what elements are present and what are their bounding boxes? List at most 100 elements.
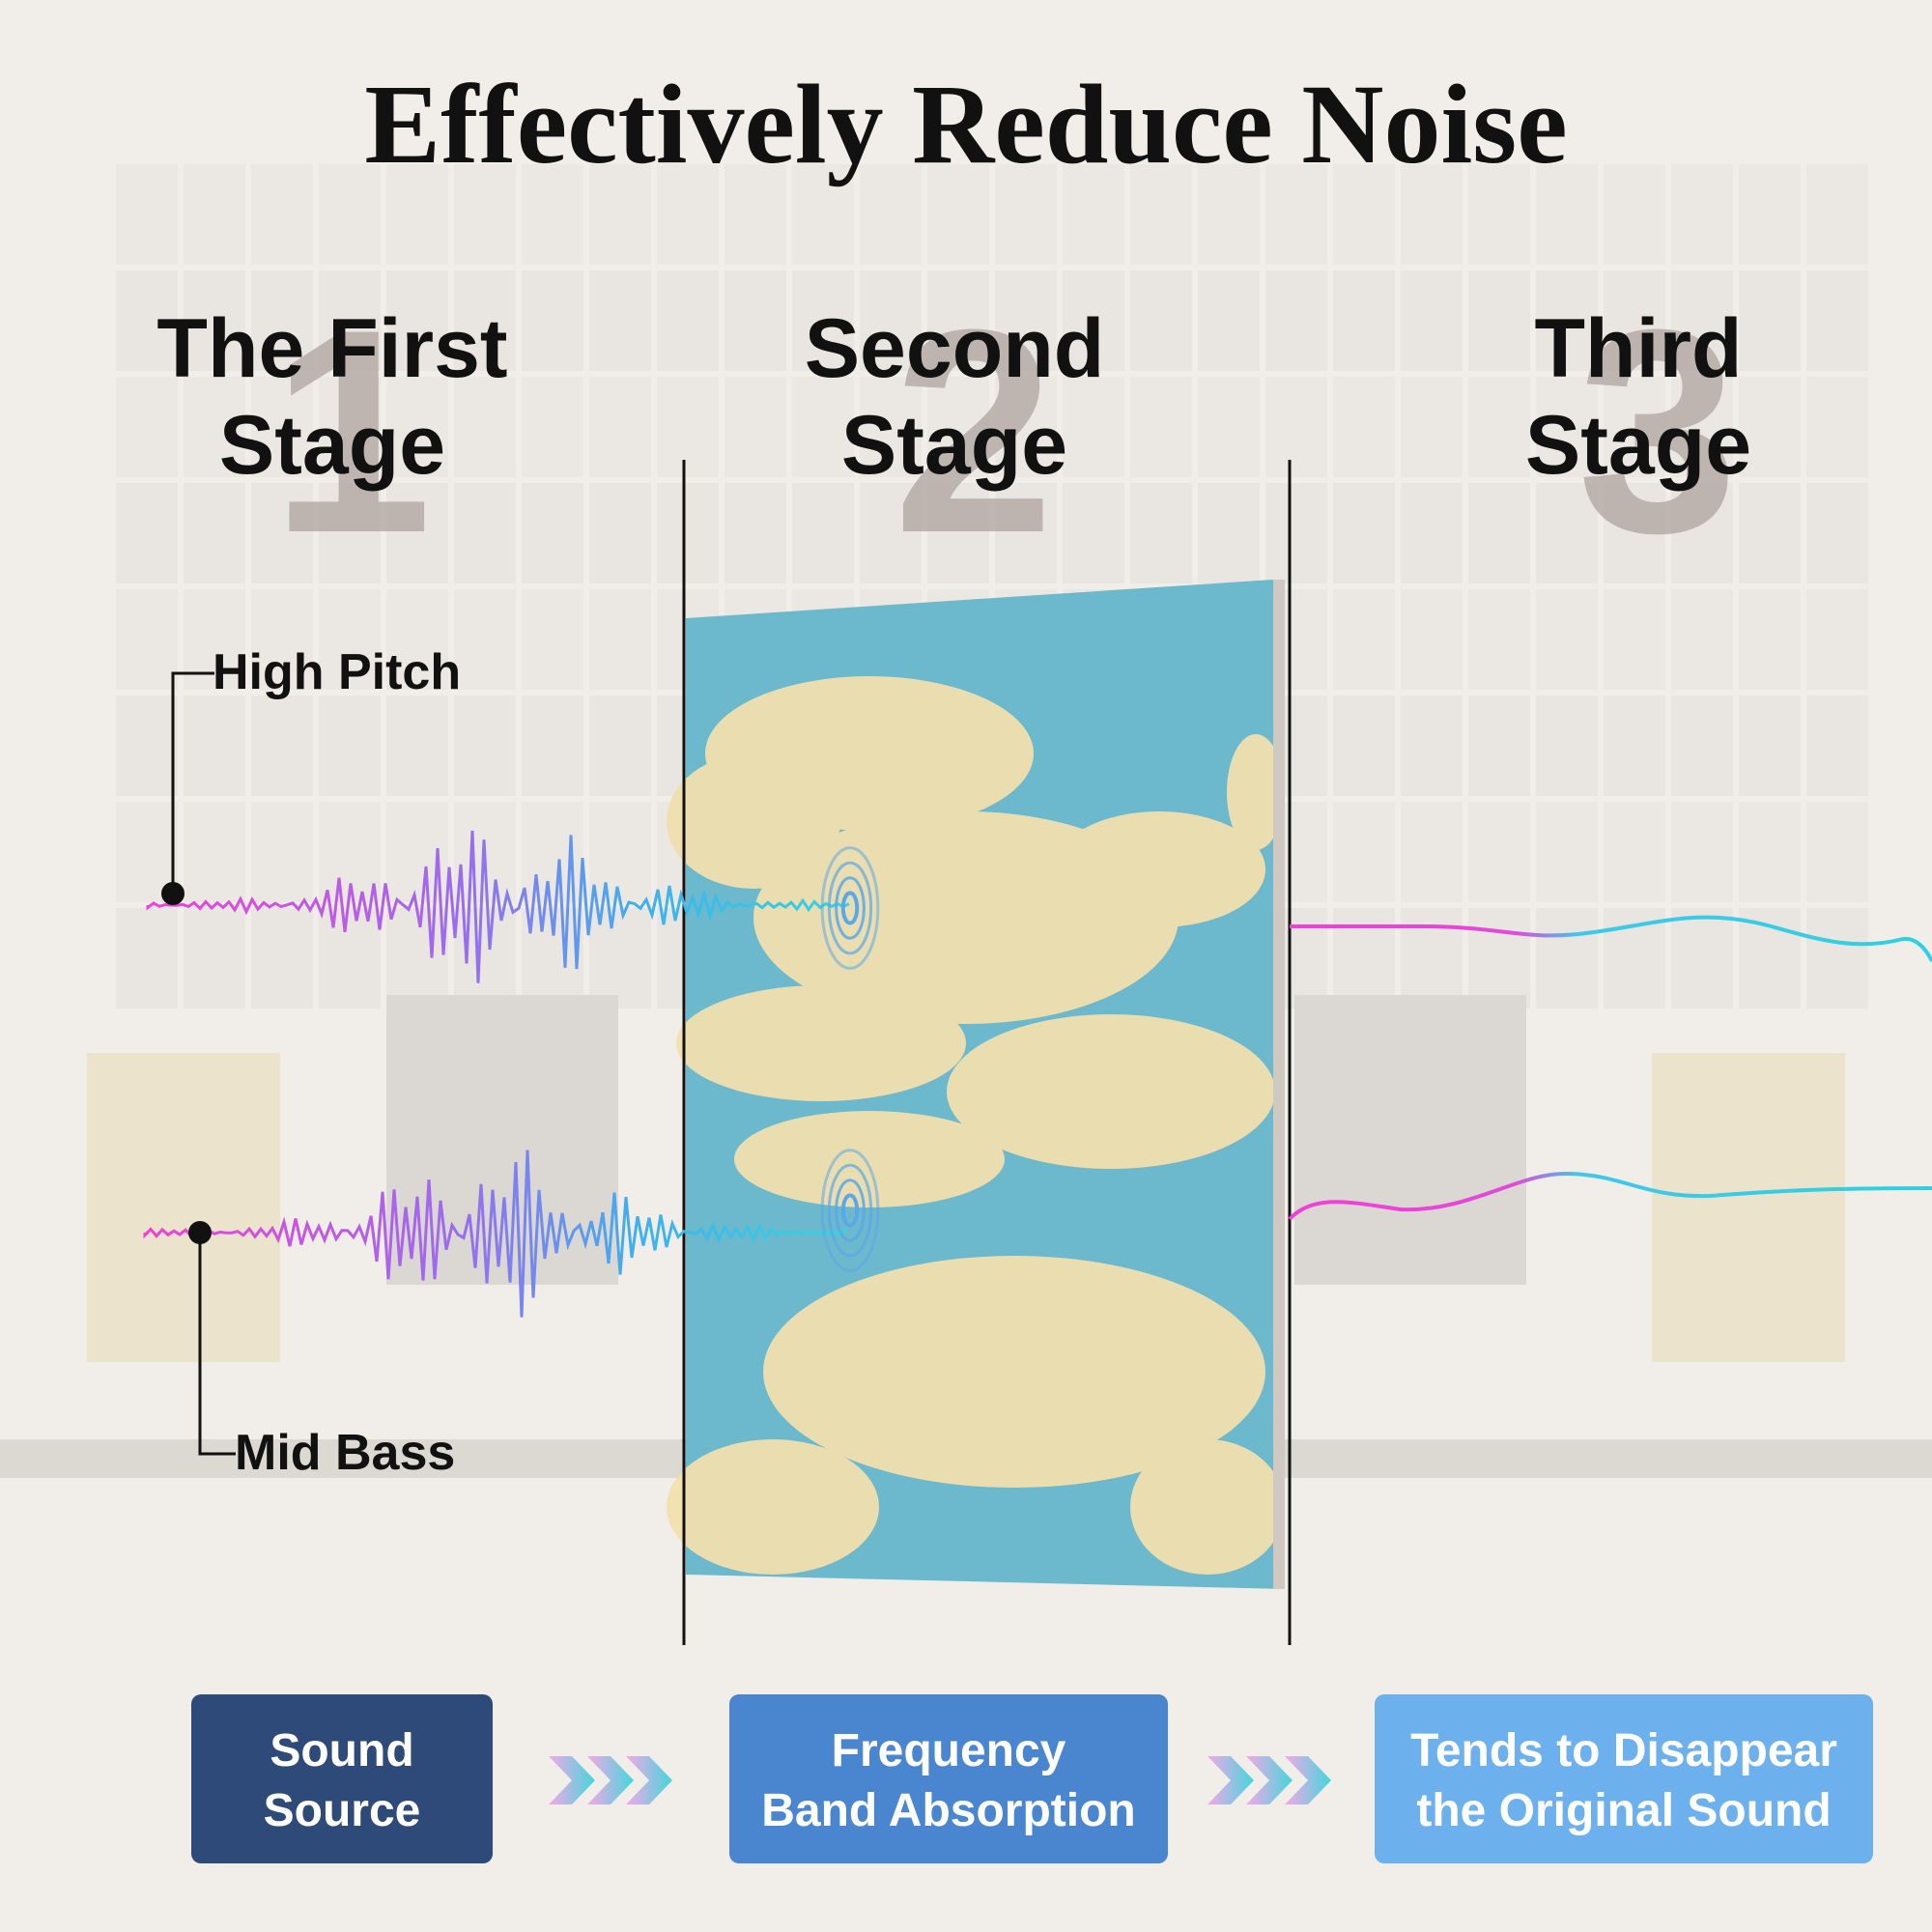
tile	[251, 270, 313, 371]
tile	[184, 164, 245, 265]
tile	[589, 589, 651, 690]
tile	[1739, 908, 1801, 1009]
tile	[251, 377, 313, 477]
tile	[860, 270, 922, 371]
ripple	[820, 1149, 880, 1272]
tile	[1130, 164, 1192, 265]
tile	[1401, 696, 1463, 796]
tile	[116, 164, 178, 265]
tile	[184, 270, 245, 371]
tile	[116, 696, 178, 796]
step-text: Source	[264, 1785, 421, 1836]
tile	[1739, 270, 1801, 371]
tile	[386, 696, 448, 796]
tile	[1671, 483, 1733, 583]
stage-heading: Third	[1535, 302, 1743, 395]
tile	[927, 270, 989, 371]
tile	[454, 589, 516, 690]
ripple	[827, 1163, 873, 1258]
tile	[1671, 908, 1733, 1009]
tile	[1265, 483, 1327, 583]
tile	[1265, 377, 1327, 477]
tile	[1806, 589, 1868, 690]
tile	[1604, 270, 1665, 371]
tile	[319, 908, 381, 1009]
tile	[1198, 377, 1260, 477]
tile	[1604, 696, 1665, 796]
label-mid: Mid Bass	[235, 1425, 455, 1481]
tile	[184, 696, 245, 796]
tile	[1468, 908, 1530, 1009]
tile	[454, 696, 516, 796]
tile	[724, 164, 786, 265]
sound-wave	[146, 830, 850, 983]
tile	[251, 696, 313, 796]
tile	[1671, 164, 1733, 265]
tile	[116, 589, 178, 690]
tile	[1401, 483, 1463, 583]
ripple	[835, 1179, 866, 1242]
tile	[184, 483, 245, 583]
step-box	[729, 1694, 1168, 1863]
tile	[1739, 483, 1801, 583]
tile	[724, 377, 786, 477]
tile	[1536, 696, 1598, 796]
step-text: Band Absorption	[761, 1785, 1136, 1836]
tile	[1468, 589, 1530, 690]
tile	[724, 483, 786, 583]
tile	[319, 589, 381, 690]
step-text: Tends to Disappear	[1410, 1725, 1837, 1776]
tile	[522, 270, 583, 371]
stage-heading: Stage	[1525, 399, 1751, 492]
tile	[1806, 483, 1868, 583]
tile	[1604, 483, 1665, 583]
tile	[1536, 802, 1598, 902]
tile	[1806, 164, 1868, 265]
tile	[1333, 589, 1395, 690]
sound-wave	[143, 1150, 848, 1318]
stage-heading: Stage	[219, 399, 445, 492]
label-high: High Pitch	[213, 644, 461, 700]
tile	[454, 377, 516, 477]
panel	[667, 580, 1285, 1589]
connectors	[171, 671, 236, 1456]
tile	[251, 589, 313, 690]
tile	[184, 802, 245, 902]
step-box	[191, 1694, 493, 1863]
tile	[1333, 377, 1395, 477]
tile	[1130, 483, 1192, 583]
chevron	[1285, 1756, 1331, 1804]
tile	[116, 908, 178, 1009]
tile	[1739, 802, 1801, 902]
tile	[116, 270, 178, 371]
tile	[927, 483, 989, 583]
tile	[589, 270, 651, 371]
tile	[1468, 802, 1530, 902]
tile	[319, 270, 381, 371]
tile	[1063, 483, 1124, 583]
tile	[1806, 696, 1868, 796]
tile	[657, 483, 719, 583]
title: Effectively Reduce Noise	[364, 61, 1567, 187]
tile	[1806, 270, 1868, 371]
tile	[1265, 164, 1327, 265]
tile	[1536, 589, 1598, 690]
tile	[1739, 589, 1801, 690]
tile	[522, 377, 583, 477]
tile	[1468, 483, 1530, 583]
chevron	[1246, 1756, 1293, 1804]
steps: Sound Source Frequency Band Absorption Tends…	[191, 1694, 1873, 1863]
tile	[995, 483, 1057, 583]
tile	[319, 483, 381, 583]
tile	[1806, 908, 1868, 1009]
tile	[386, 377, 448, 477]
tile	[589, 377, 651, 477]
tile	[792, 483, 854, 583]
tile	[1198, 164, 1260, 265]
tile	[522, 164, 583, 265]
tile	[792, 164, 854, 265]
tile	[1536, 908, 1598, 1009]
speaker	[87, 1053, 280, 1362]
tile	[1063, 377, 1124, 477]
tile	[454, 164, 516, 265]
